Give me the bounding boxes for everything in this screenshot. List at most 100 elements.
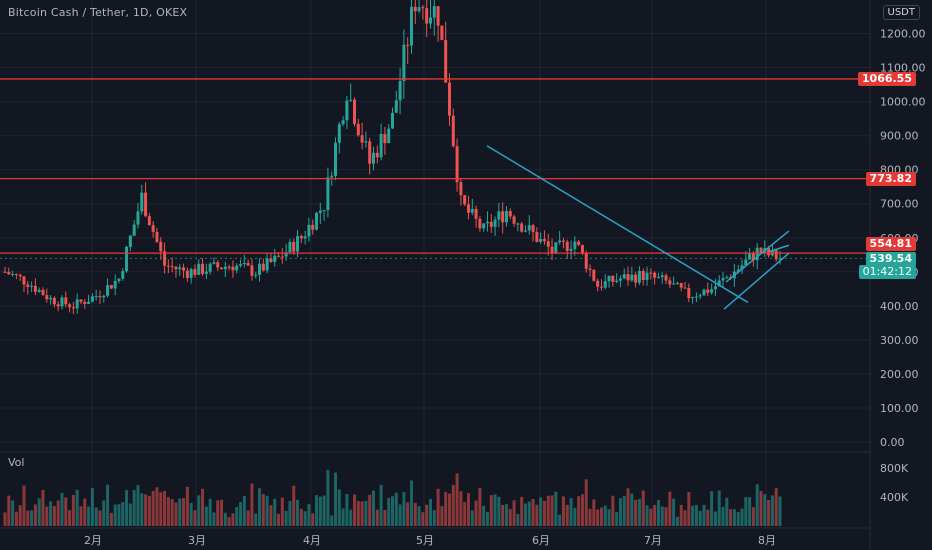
volume-bar [30, 510, 34, 526]
candle-body [170, 266, 174, 268]
volume-bar [698, 510, 702, 526]
candle-body [353, 99, 357, 124]
volume-bar [398, 504, 402, 526]
candle-body [706, 289, 710, 293]
volume-tick-label: 800K [880, 462, 909, 475]
candle-body [45, 295, 49, 300]
volume-bar [334, 472, 338, 526]
volume-bar [26, 510, 30, 526]
candle-body [451, 115, 455, 147]
candle-body [220, 267, 224, 270]
candle-body [664, 275, 668, 281]
volume-bar [11, 500, 15, 526]
volume-bar [402, 492, 406, 526]
candle-body [216, 262, 220, 268]
candle-body [68, 304, 72, 308]
volume-bar [599, 507, 603, 526]
candle-body [694, 296, 698, 298]
volume-bar [307, 504, 311, 526]
volume-bar [288, 501, 292, 526]
volume-bar [641, 490, 645, 526]
price-tick-label: 0.00 [880, 436, 905, 449]
candle-body [413, 6, 417, 12]
price-tick-label: 300.00 [880, 334, 919, 347]
volume-bar [273, 498, 277, 526]
volume-bar [645, 505, 649, 526]
volume-bar [178, 498, 182, 526]
time-tick-label: 3月 [188, 534, 206, 547]
volume-bar [463, 502, 467, 526]
candle-body [64, 297, 68, 305]
candle-body [98, 296, 102, 298]
volume-bar [246, 510, 250, 526]
candle-body [672, 283, 676, 285]
volume-bar [83, 498, 87, 526]
candle-body [489, 221, 493, 227]
candle-body [622, 274, 626, 279]
volume-bar [577, 496, 581, 526]
candle-body [3, 271, 7, 273]
candle-body [277, 255, 281, 257]
candle-body [649, 272, 653, 274]
volume-bar [417, 506, 421, 526]
candle-body [307, 224, 311, 237]
price-tick-label: 100.00 [880, 402, 919, 415]
volume-bar [7, 495, 11, 526]
candle-body [330, 175, 334, 178]
volume-label: Vol [8, 456, 25, 469]
candle-body [26, 284, 30, 287]
volume-bar [546, 495, 550, 526]
volume-bar [269, 505, 273, 526]
volume-bar [265, 495, 269, 526]
level-tag-773: 773.82 [865, 172, 916, 186]
volume-bar [258, 488, 262, 526]
candle-body [163, 251, 167, 266]
candle-body [41, 289, 45, 296]
volume-bar [729, 509, 733, 526]
volume-bar [637, 499, 641, 526]
candle-body [607, 275, 611, 282]
volume-bar [128, 503, 132, 526]
candle-body [193, 269, 197, 275]
currency-button[interactable]: USDT [882, 5, 920, 20]
candle-body [375, 152, 379, 158]
volume-bar [394, 492, 398, 526]
volume-bar [478, 487, 482, 526]
candle-body [436, 6, 440, 26]
volume-bar [542, 501, 546, 526]
volume-bar [163, 490, 167, 526]
volume-bar [41, 489, 45, 526]
candle-body [717, 280, 721, 287]
volume-bar [52, 506, 56, 526]
candle-body [409, 6, 413, 46]
volume-bar [353, 494, 357, 526]
volume-bar [330, 515, 334, 526]
volume-bar [717, 490, 721, 526]
volume-bar [710, 491, 714, 526]
volume-bar [254, 513, 258, 526]
volume-bar [770, 495, 774, 526]
candle-body [322, 210, 326, 212]
volume-bar [436, 488, 440, 526]
candle-body [569, 248, 573, 251]
candle-body [596, 280, 600, 287]
candle-body [721, 277, 725, 281]
candle-body [656, 277, 660, 279]
volume-bar [98, 510, 102, 526]
candle-body [725, 277, 729, 279]
candle-body [261, 263, 265, 271]
volume-bar [341, 508, 345, 526]
volume-bar [706, 509, 710, 526]
candle-body [455, 146, 459, 183]
candle-body [710, 289, 714, 293]
candle-body [296, 236, 300, 252]
volume-bar [683, 510, 687, 526]
volume-bar [767, 499, 771, 526]
candle-body [311, 224, 315, 230]
volume-bar [497, 496, 501, 526]
volume-bar [90, 488, 94, 526]
candle-body [30, 285, 34, 287]
candle-body [79, 299, 83, 302]
candle-body [292, 241, 296, 252]
